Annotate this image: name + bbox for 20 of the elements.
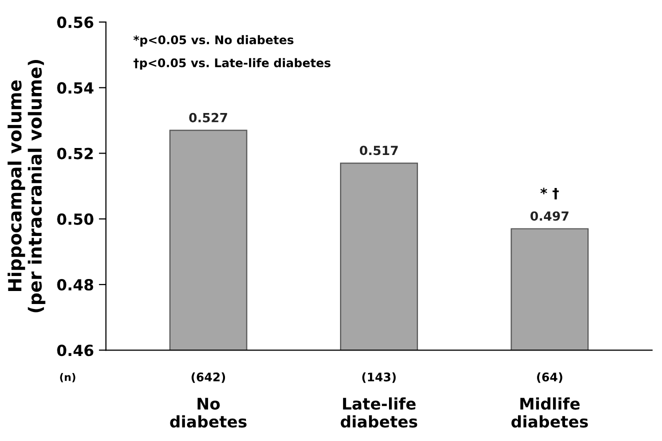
data-label: 0.527 [189,112,228,122]
data-label: 0.517 [360,146,398,156]
annotation: *p<0.05 vs. No diabetes [133,35,294,47]
text: (n) [60,373,76,382]
text: (64) [537,372,562,383]
data-label: 0.497 [530,211,568,221]
x-tick-label: Late-life diabetes [340,397,418,428]
y-tick-label: 0.54 [57,82,94,94]
y-axis-title: Hippocampal volume (per intracranial volume) [8,60,46,312]
y-tick-label: 0.46 [57,344,94,356]
x-tick-label: Midlife diabetes [511,397,588,428]
y-tick-label: 0.56 [57,16,94,28]
annotation: †p<0.05 vs. Late-life diabetes [134,58,330,70]
y-tick-label: 0.50 [57,213,94,225]
text: (642) [192,372,226,383]
y-tick-label: 0.48 [57,279,94,291]
y-tick-label: 0.52 [57,148,93,160]
x-tick-label: No diabetes [170,398,247,428]
text: (143) [362,372,396,383]
annotation: * † [540,188,559,200]
